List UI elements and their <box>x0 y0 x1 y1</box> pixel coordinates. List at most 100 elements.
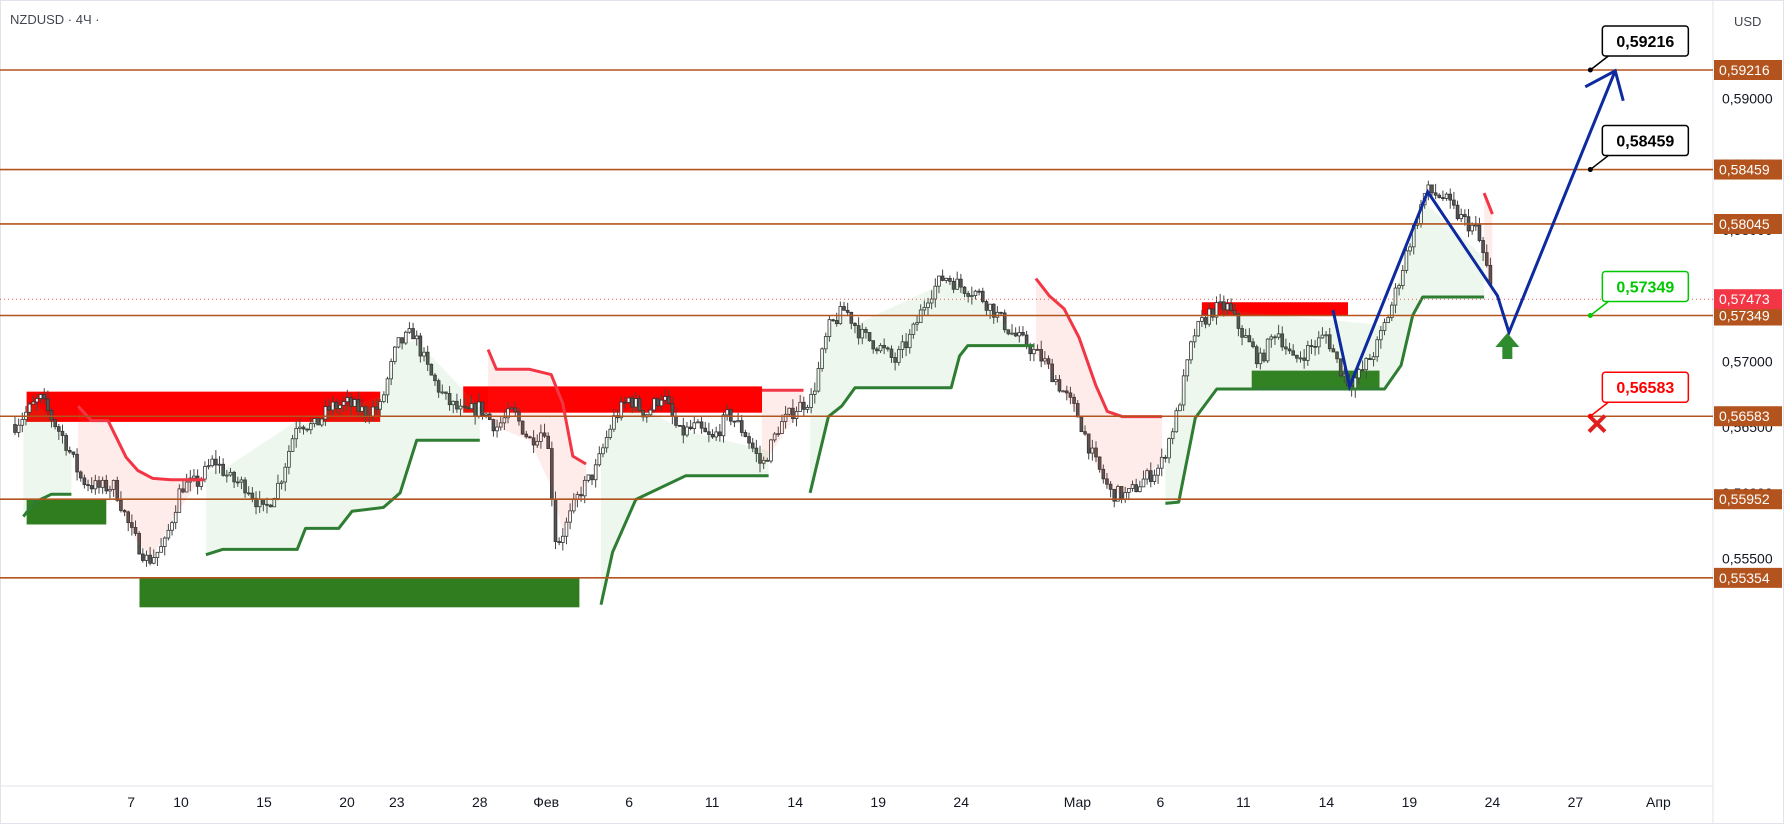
candle-up <box>1090 447 1095 454</box>
candle-up <box>692 422 697 429</box>
time-tick-label: 14 <box>1319 794 1335 810</box>
candle-down <box>889 348 894 358</box>
candle-up <box>502 417 507 424</box>
candle-down <box>301 426 306 430</box>
candle-down <box>13 424 17 433</box>
candle-up <box>1379 330 1383 341</box>
candle-down <box>1083 431 1087 435</box>
time-tick-label: 15 <box>256 794 272 810</box>
candle-up <box>498 422 503 428</box>
candle-up <box>648 409 653 416</box>
candle-up <box>414 335 419 340</box>
candle-up <box>323 406 328 420</box>
candle-up <box>352 399 357 407</box>
candle-up <box>933 285 938 300</box>
candle-down <box>1331 348 1336 353</box>
candle-down <box>418 335 423 357</box>
candle-up <box>926 302 930 308</box>
candle-up <box>1400 270 1405 287</box>
candle-up <box>1444 193 1449 199</box>
candle-down <box>1108 483 1113 490</box>
candle-down <box>1284 346 1288 350</box>
candle-down <box>97 480 101 488</box>
candle-down <box>867 332 872 342</box>
candle-down <box>246 492 251 495</box>
candle-up <box>1324 334 1328 337</box>
candle-down <box>1273 336 1277 339</box>
candle-up <box>780 421 784 435</box>
candle-down <box>747 436 751 444</box>
candle-down <box>853 322 857 326</box>
level-price-badge-label: 0,59216 <box>1719 62 1770 78</box>
candle-up <box>988 303 992 311</box>
supertrend-up-fill <box>205 340 480 555</box>
candle-down <box>754 447 759 454</box>
candle-down <box>1222 301 1226 311</box>
candle-up <box>1123 492 1128 500</box>
forecast-path <box>1331 70 1617 392</box>
candle-down <box>57 426 61 432</box>
candle-up <box>338 404 342 409</box>
candle-up <box>1276 333 1281 338</box>
candle-down <box>455 400 459 410</box>
level-price-badge-label: 0,57349 <box>1719 308 1770 324</box>
candle-down <box>67 450 72 453</box>
candle-up <box>239 479 244 483</box>
candle-up <box>1214 302 1219 318</box>
candle-up <box>659 399 664 407</box>
candle-up <box>1185 359 1190 377</box>
candle-up <box>816 368 821 392</box>
candle-down <box>666 396 671 404</box>
candle-down <box>86 484 90 486</box>
candle-up <box>1127 488 1131 493</box>
candle-up <box>1178 404 1182 412</box>
candle-down <box>1309 345 1314 347</box>
candle-up <box>162 537 167 547</box>
candle-up <box>385 378 390 396</box>
candle-down <box>959 278 963 288</box>
supertrend-down-fill <box>488 349 586 533</box>
candle-down <box>411 328 415 340</box>
candle-down <box>707 431 711 435</box>
callout-label: 0,58459 <box>1616 134 1674 151</box>
candle-down <box>374 406 379 410</box>
candle-down <box>1291 350 1296 356</box>
candle-up <box>451 400 456 406</box>
candle-up <box>1269 336 1274 340</box>
candle-down <box>882 344 886 349</box>
candle-up <box>721 414 726 437</box>
candle-up <box>1196 320 1201 337</box>
price-tick-label: 0,59000 <box>1722 90 1773 106</box>
candle-up <box>725 409 729 416</box>
candle-up <box>1207 308 1212 325</box>
candle-down <box>122 510 127 513</box>
callout-box <box>1601 25 1690 57</box>
candle-up <box>714 431 718 438</box>
candle-up <box>1167 438 1171 459</box>
candle-up <box>1375 339 1379 358</box>
time-tick-label: 20 <box>339 794 355 810</box>
callout-label: 0,59216 <box>1616 34 1674 51</box>
candle-down <box>1254 346 1259 365</box>
candle-down <box>951 280 956 290</box>
callout-pointer <box>1589 300 1609 317</box>
candle-down <box>1335 351 1339 360</box>
candle-down <box>137 533 141 555</box>
candle-down <box>1302 357 1306 361</box>
callout-pointer <box>1589 401 1609 417</box>
callout-box <box>1601 124 1690 157</box>
candle-up <box>772 433 777 441</box>
candle-up <box>177 488 182 513</box>
candle-down <box>758 453 762 464</box>
candle-up <box>736 420 740 423</box>
time-tick-label: 23 <box>389 794 405 810</box>
candle-up <box>184 481 189 493</box>
candle-down <box>791 407 795 420</box>
candle-down <box>1251 341 1255 348</box>
candle-down <box>728 409 733 422</box>
candle-down <box>1105 478 1109 485</box>
supertrend-up-fill <box>23 403 72 517</box>
candle-down <box>557 541 561 543</box>
time-tick-label: 11 <box>705 794 720 810</box>
